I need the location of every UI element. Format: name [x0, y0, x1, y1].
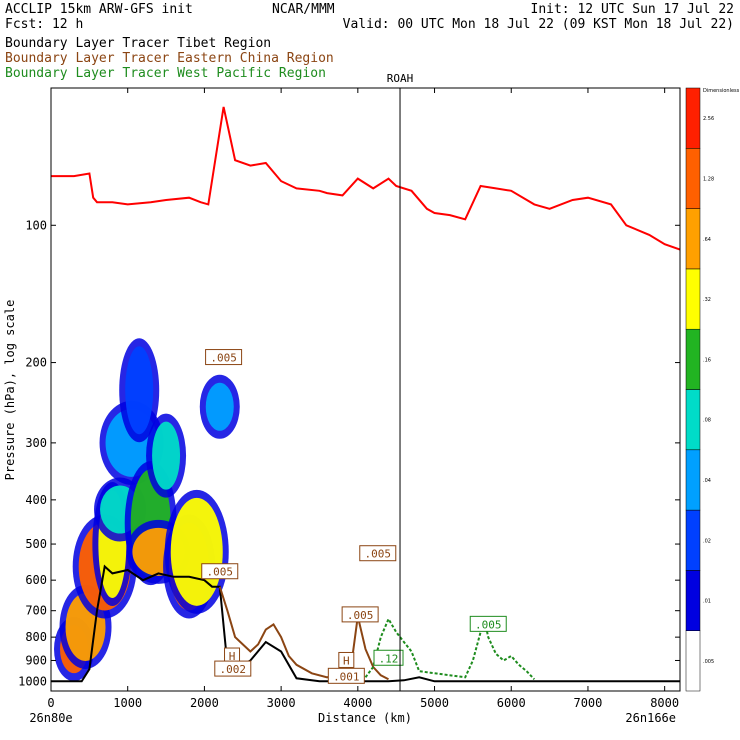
colorbar-swatch [685, 630, 701, 692]
valid-time: Valid: 00 UTC Mon 18 Jul 22 (09 KST Mon … [343, 17, 734, 32]
colorbar-level-label: .16 [703, 357, 711, 363]
contour-label-box [359, 545, 397, 562]
center-label: NCAR/MMM [272, 2, 335, 17]
x-tick-label: 4000 [343, 696, 372, 710]
forecast-hour: Fcst: 12 h [5, 17, 83, 32]
colorbar-level-label: .02 [703, 538, 711, 544]
colorbar-level-label: .32 [703, 297, 711, 303]
contour-label: .005 [475, 618, 502, 631]
colorbar-level-label: .005 [703, 659, 714, 665]
y-tick-label: 300 [25, 436, 47, 450]
contour-label: H [343, 654, 350, 667]
plume-cell [125, 346, 154, 435]
contour-label: .001 [333, 670, 360, 683]
y-tick-label: 200 [25, 356, 47, 370]
plot-frame [50, 87, 681, 692]
contour-label: .005 [365, 548, 392, 561]
model-title: ACCLIP 15km ARW-GFS init [5, 2, 193, 17]
contour-label-box [214, 660, 252, 677]
y-axis: 100 200 300 400 500 600 700 800 900 1000 [18, 218, 680, 688]
colorbar-swatch [685, 509, 701, 571]
colorbar-swatch [685, 328, 701, 390]
contour-label: .002 [220, 663, 247, 676]
west-pacific-tracer-line [364, 616, 536, 680]
contour-label: .005 [347, 609, 374, 622]
contour-label-box [338, 651, 355, 668]
colorbar-level-label: 1.28 [703, 176, 714, 182]
contour-label-box [341, 606, 379, 623]
x-tick-label: 2000 [190, 696, 219, 710]
contour-label-box [373, 649, 404, 666]
colorbar-swatch [685, 148, 701, 209]
x-axis-label: Distance (km) [318, 711, 412, 725]
x-tick-label: 5000 [420, 696, 449, 710]
end-point-label: 26n166e [625, 711, 676, 725]
contour-label-box [201, 563, 239, 580]
colorbar-level-label: .04 [703, 478, 711, 484]
y-tick-label: 800 [25, 630, 47, 644]
contour-label: H [229, 650, 236, 663]
colorbar-swatch [685, 268, 701, 330]
y-tick-label: 600 [25, 573, 47, 587]
x-tick-label: 7000 [573, 696, 602, 710]
colorbar-level-label: .01 [703, 599, 711, 605]
colorbar-title: Dimensionless [703, 88, 740, 94]
legend-tibet: Boundary Layer Tracer Tibet Region [5, 36, 271, 51]
colorbar-level-label: .64 [703, 237, 711, 243]
contour-label-box [205, 349, 243, 366]
plume-cell [205, 382, 234, 431]
legend-eastern-china: Boundary Layer Tracer Eastern China Regi… [5, 51, 334, 66]
y-axis-label: Pressure (hPa), log scale [3, 300, 17, 481]
x-tick-label: 1000 [113, 696, 142, 710]
y-tick-label: 1000 [18, 674, 47, 688]
start-point-label: 26n80e [29, 711, 72, 725]
colorbar-level-label: 2.56 [703, 116, 714, 122]
colorbar: .005 .01 .02 .04 .08 .16 .32 .64 1.28 2.56 Dimensi… [685, 87, 740, 692]
x-tick-label: 8000 [650, 696, 679, 710]
x-tick-label: 6000 [497, 696, 526, 710]
y-tick-label: 900 [25, 653, 47, 667]
colorbar-level-label: .08 [703, 418, 711, 424]
y-tick-label: 500 [25, 537, 47, 551]
eastern-china-tracer-line [218, 586, 389, 681]
contour-label-box [469, 615, 507, 632]
x-axis: 0 1000 2000 3000 4000 5000 6000 7000 8000 [47, 88, 679, 710]
y-tick-label: 100 [25, 218, 47, 232]
colorbar-swatch [685, 208, 701, 270]
plume-cell [152, 421, 181, 490]
colorbar-swatch [685, 570, 701, 631]
y-tick-label: 400 [25, 493, 47, 507]
tropopause-line [51, 106, 680, 251]
contour-label-box [327, 667, 365, 684]
contour-label: .005 [207, 566, 234, 579]
x-tick-label: 3000 [267, 696, 296, 710]
contour-label: .005 [210, 352, 237, 365]
colorbar-swatch [685, 389, 701, 451]
init-time: Init: 12 UTC Sun 17 Jul 22 [531, 2, 735, 17]
colorbar-swatch [685, 449, 701, 511]
colorbar-swatch [685, 87, 701, 149]
contour-label: .12 [379, 652, 399, 665]
legend-west-pacific: Boundary Layer Tracer West Pacific Regio… [5, 66, 326, 81]
plume-cell [170, 497, 223, 606]
y-tick-label: 700 [25, 604, 47, 618]
x-tick-label: 0 [47, 696, 54, 710]
roah-marker-label: ROAH [387, 72, 414, 85]
